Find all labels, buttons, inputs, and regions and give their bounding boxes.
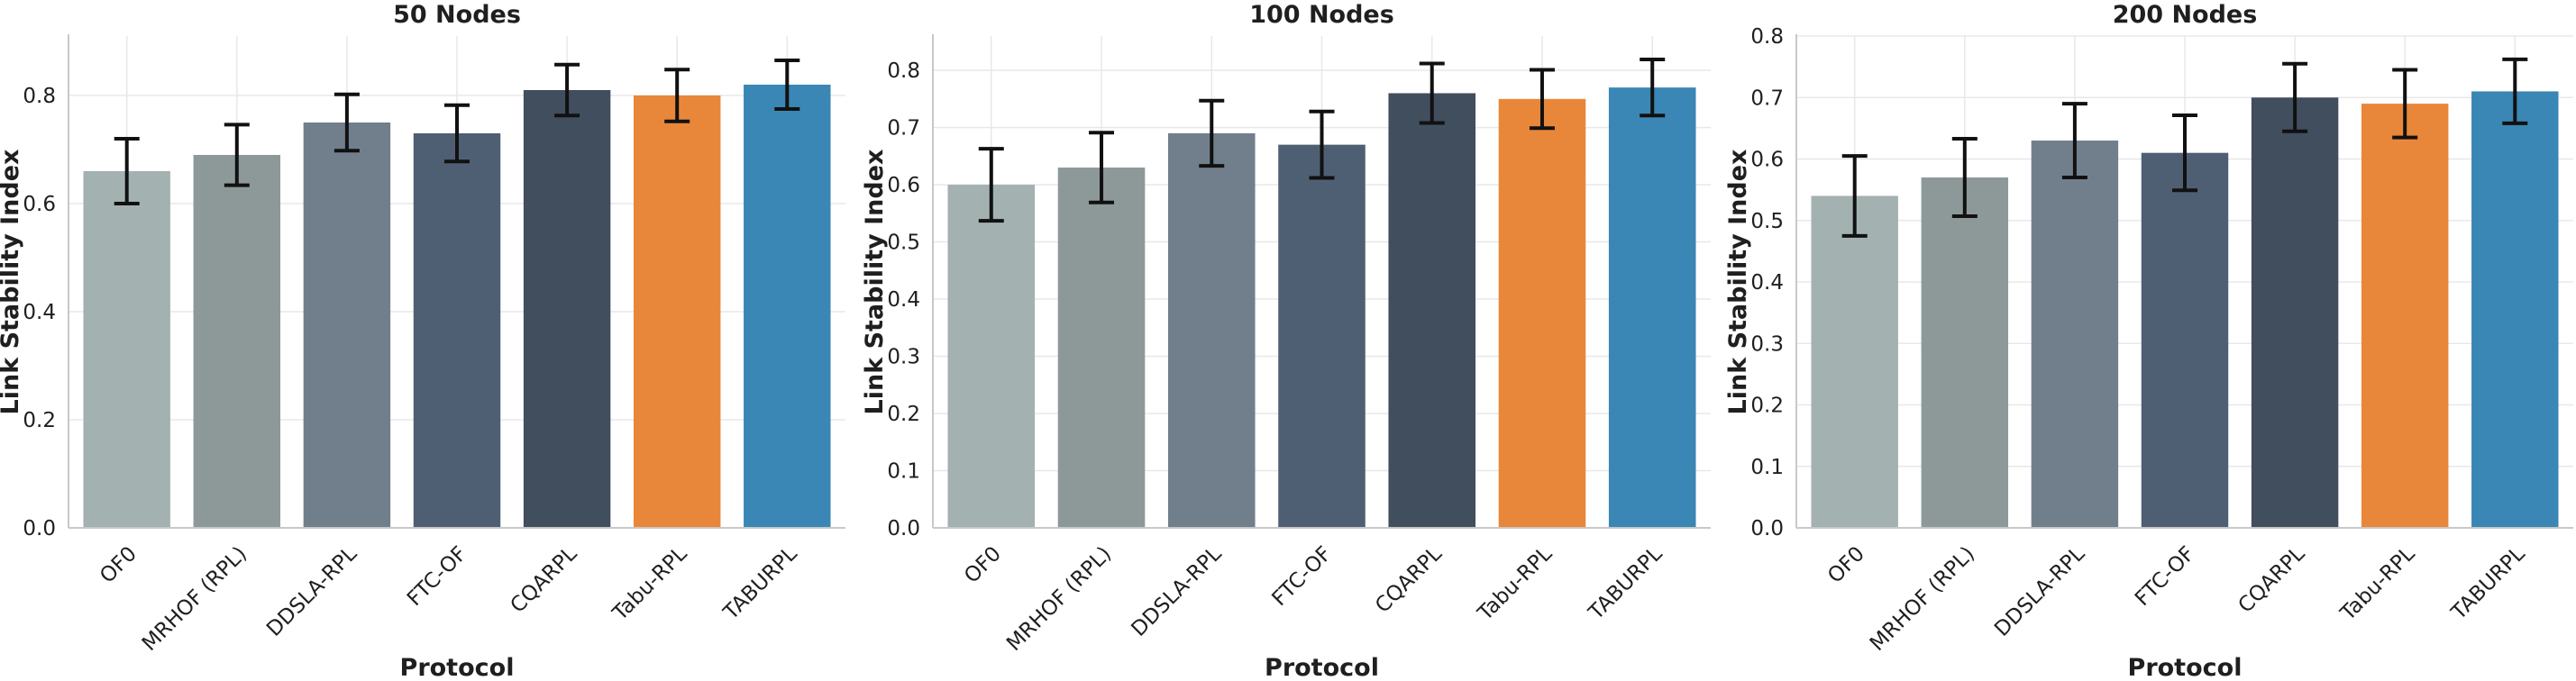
x-tick-label: OF0 xyxy=(960,542,1006,588)
x-tick-label: FTC-OF xyxy=(403,542,471,611)
x-tick-label: DDSLA-RPL xyxy=(1128,542,1227,641)
y-tick-label: 0.7 xyxy=(1750,86,1784,110)
x-tick-label: TABURPL xyxy=(1584,542,1667,625)
x-tick-label: DDSLA-RPL xyxy=(1990,542,2089,641)
x-tick-label: FTC-OF xyxy=(2131,542,2199,611)
bar-tabu-rpl xyxy=(1498,98,1586,528)
bar-ftc-of xyxy=(413,133,501,528)
y-tick-label: 0.5 xyxy=(887,232,920,255)
y-axis-label: Link Stability Index xyxy=(1724,150,1752,415)
bar-ftc-of xyxy=(2141,152,2229,529)
bar-of0 xyxy=(947,185,1036,528)
y-tick-label: 0.3 xyxy=(1750,332,1784,356)
y-tick-label: 0.7 xyxy=(887,117,920,141)
y-tick-label: 0.2 xyxy=(887,403,920,426)
y-tick-label: 0.6 xyxy=(1750,149,1784,172)
x-tick-label: TABURPL xyxy=(2446,542,2529,625)
y-tick-label: 0.8 xyxy=(887,59,920,83)
y-tick-label: 0.8 xyxy=(1750,25,1784,49)
x-tick-label: MRHOF (RPL) xyxy=(1002,542,1116,656)
x-tick-label: FTC-OF xyxy=(1267,542,1336,611)
chart-title: 100 Nodes xyxy=(1249,1,1394,29)
bar-ddsla-rpl xyxy=(1167,132,1256,528)
y-tick-label: 0.8 xyxy=(23,85,56,108)
y-tick-label: 0.2 xyxy=(1750,395,1784,418)
y-tick-label: 0.4 xyxy=(1750,271,1784,295)
bar-of0 xyxy=(83,171,170,528)
y-axis-label: Link Stability Index xyxy=(861,150,889,415)
y-tick-label: 0.4 xyxy=(887,288,920,312)
x-axis-label: Protocol xyxy=(400,654,515,681)
x-tick-label: MRHOF (RPL) xyxy=(138,542,251,656)
y-tick-label: 0.5 xyxy=(1750,210,1784,233)
x-tick-label: OF0 xyxy=(1823,542,1869,588)
bar-tabu-rpl xyxy=(633,95,721,528)
chart-title: 200 Nodes xyxy=(2113,1,2258,29)
y-tick-label: 0.2 xyxy=(23,409,56,432)
x-tick-label: CQARPL xyxy=(507,542,582,618)
bar-of0 xyxy=(1811,195,1898,528)
bar-ddsla-rpl xyxy=(303,123,391,528)
bar-mrhof-rpl- xyxy=(193,155,281,528)
bar-ftc-of xyxy=(1278,144,1366,528)
bar-cqarpl xyxy=(1388,93,1476,528)
x-axis-label: Protocol xyxy=(1265,654,1379,681)
bar-taburpl xyxy=(744,85,831,528)
x-tick-label: TABURPL xyxy=(718,542,801,625)
y-tick-label: 0.1 xyxy=(1750,456,1784,479)
x-axis-label: Protocol xyxy=(2128,654,2243,681)
y-tick-label: 0.6 xyxy=(887,174,920,197)
x-tick-label: CQARPL xyxy=(2234,542,2310,618)
x-tick-label: Tabu-RPL xyxy=(2335,542,2419,626)
y-tick-label: 0.6 xyxy=(23,193,56,216)
y-tick-label: 0.0 xyxy=(23,517,56,540)
chart-title: 50 Nodes xyxy=(393,1,521,29)
bar-mrhof-rpl- xyxy=(1921,177,2009,528)
x-tick-label: OF0 xyxy=(96,542,142,588)
y-tick-label: 0.3 xyxy=(887,346,920,369)
bar-cqarpl xyxy=(523,90,611,528)
bar-taburpl xyxy=(1608,87,1696,529)
y-tick-label: 0.4 xyxy=(23,301,56,324)
y-tick-label: 0.1 xyxy=(887,460,920,484)
bar-tabu-rpl xyxy=(2361,104,2449,528)
x-tick-label: CQARPL xyxy=(1371,542,1447,618)
x-tick-label: Tabu-RPL xyxy=(607,542,691,626)
x-tick-label: Tabu-RPL xyxy=(1473,542,1557,626)
bar-ddsla-rpl xyxy=(2031,141,2119,528)
y-tick-label: 0.0 xyxy=(887,517,920,540)
x-tick-label: MRHOF (RPL) xyxy=(1866,542,1979,656)
bar-mrhof-rpl- xyxy=(1057,168,1146,528)
bar-taburpl xyxy=(2471,91,2559,529)
bar-cqarpl xyxy=(2251,97,2339,528)
y-tick-label: 0.0 xyxy=(1750,517,1784,540)
y-axis-label: Link Stability Index xyxy=(0,150,24,415)
x-tick-label: DDSLA-RPL xyxy=(262,542,361,641)
